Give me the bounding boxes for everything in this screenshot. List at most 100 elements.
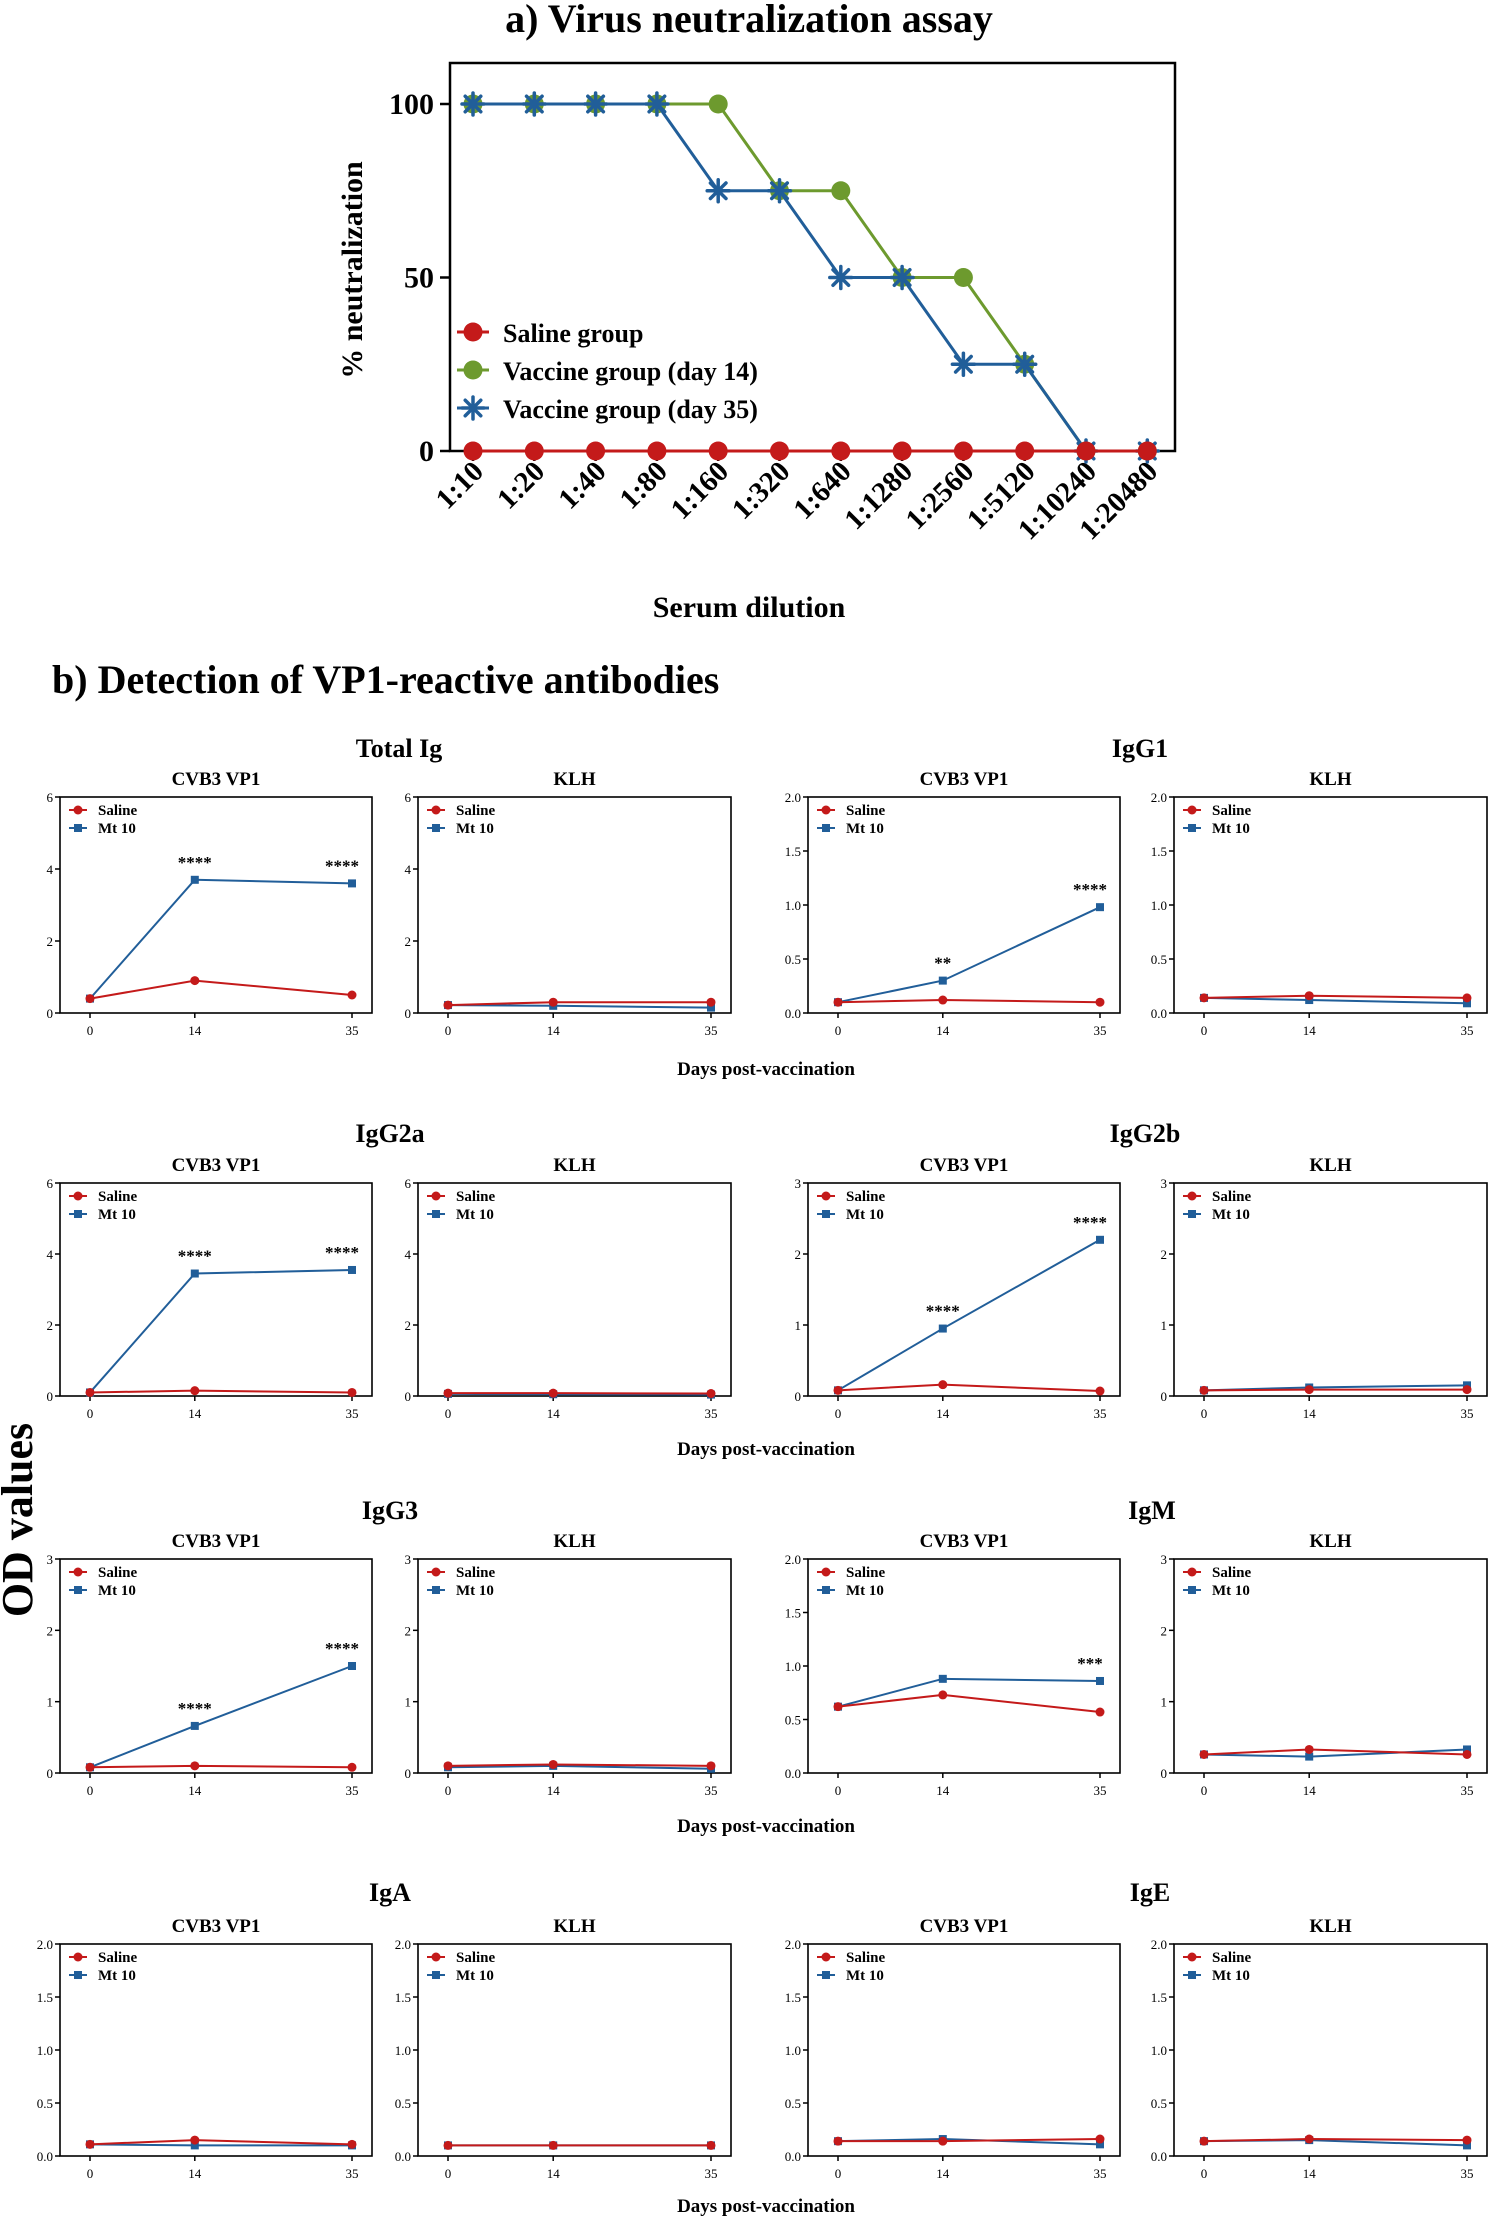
y-tick-label: 6 <box>405 1176 412 1191</box>
y-tick-label: 2.0 <box>1151 1937 1167 1952</box>
legend-marker <box>431 1567 441 1577</box>
data-point-saline <box>443 1388 453 1398</box>
x-tick-label: 1:1280 <box>838 455 919 536</box>
y-tick-label: 0.0 <box>1151 2149 1167 2164</box>
group-label-igm: IgM <box>1128 1496 1176 1525</box>
legend-label: Mt 10 <box>1212 1207 1250 1223</box>
legend-marker <box>74 1210 82 1218</box>
x-tick-label: 35 <box>705 2166 718 2181</box>
legend-label: Mt 10 <box>1212 1968 1250 1984</box>
legend-marker <box>1188 824 1196 832</box>
data-point-saline <box>347 1387 357 1397</box>
significance-label: **** <box>1073 1213 1107 1232</box>
data-point-saline <box>1462 1385 1472 1395</box>
data-point-saline <box>548 997 558 1007</box>
x-tick-label: 0 <box>835 1023 842 1038</box>
significance-label: **** <box>325 1243 359 1262</box>
x-tick-label: 14 <box>936 1023 950 1038</box>
data-point-saline <box>443 2140 453 2150</box>
y-tick-label: 0.0 <box>1151 1006 1167 1021</box>
plot-frame <box>448 61 1177 453</box>
data-point-saline <box>1462 1749 1472 1759</box>
x-tick-label: 14 <box>547 1783 561 1798</box>
y-tick-label: 0 <box>419 435 434 468</box>
significance-label: **** <box>178 1699 212 1718</box>
x-tick-label: 14 <box>547 1406 561 1421</box>
subplot-igg3-klh: KLH 0 1 2 3 0 14 35 Saline Mt 10 <box>405 1531 732 1798</box>
data-point-saline <box>548 2140 558 2150</box>
subplot-igg2a-klh: KLH 0 2 4 6 0 14 35 Saline Mt 10 <box>405 1155 732 1421</box>
panel-a-ylabel: % neutralization <box>336 161 369 379</box>
x-tick-label: 35 <box>1094 2166 1107 2181</box>
data-point-asterisk <box>460 91 486 117</box>
y-tick-label: 0 <box>47 1766 54 1781</box>
subplot-igg2b-klh: KLH 0 1 2 3 0 14 35 Saline Mt 10 <box>1161 1155 1488 1421</box>
legend-marker <box>822 1210 830 1218</box>
legend-marker <box>74 1586 82 1594</box>
y-tick-label: 0.5 <box>395 2096 411 2111</box>
data-point-saline <box>938 995 948 1005</box>
x-tick-label: 35 <box>1461 1023 1474 1038</box>
legend-label: Saline <box>1212 1565 1252 1581</box>
data-point-saline <box>831 441 851 461</box>
data-point-mt10 <box>190 1721 199 1730</box>
series-line-saline <box>89 979 353 1000</box>
legend-marker <box>432 824 440 832</box>
data-point-asterisk <box>705 178 731 204</box>
series-line-mt-10 <box>89 2143 352 2147</box>
data-point-saline <box>953 441 973 461</box>
legend-label: Mt 10 <box>846 1583 884 1599</box>
subplot-title: CVB3 VP1 <box>920 1531 1009 1552</box>
legend-marker <box>822 1971 830 1979</box>
data-point-asterisk <box>950 351 977 377</box>
data-point-saline <box>1462 993 1472 1003</box>
asterisk-stroke <box>831 267 851 288</box>
data-point-asterisk <box>521 91 548 117</box>
x-tick-label: 0 <box>1201 1783 1208 1798</box>
y-tick-label: 6 <box>47 1176 54 1191</box>
data-point-saline <box>647 441 667 461</box>
data-point-saline <box>1095 1707 1105 1717</box>
subplot-title: KLH <box>553 1155 595 1176</box>
legend-label: Mt 10 <box>98 1583 136 1599</box>
legend-label: Saline <box>98 1189 138 1205</box>
legend-label: Saline <box>456 1189 496 1205</box>
legend-label: Vaccine group (day 14) <box>503 357 758 386</box>
data-point-mt10 <box>938 1674 947 1683</box>
data-point-saline <box>548 1388 558 1398</box>
y-tick-label: 1.0 <box>1151 898 1167 913</box>
y-tick-label: 2 <box>1161 1247 1168 1262</box>
x-tick-label: 35 <box>346 1023 359 1038</box>
series-line-saline <box>837 1693 1101 1714</box>
legend-marker <box>821 1191 831 1201</box>
subplot-frame <box>59 796 373 1014</box>
panel-a-xlabel: Serum dilution <box>653 591 846 624</box>
subplot-frame <box>59 1182 373 1397</box>
y-tick-label: 4 <box>405 1247 412 1262</box>
legend-label: Mt 10 <box>98 1207 136 1223</box>
x-tick-label: 35 <box>1094 1783 1107 1798</box>
y-tick-label: 1.5 <box>1151 844 1167 859</box>
data-point-mt10 <box>348 1265 356 1274</box>
data-point-saline <box>833 2136 843 2146</box>
group-label-ige: IgE <box>1130 1878 1170 1907</box>
legend-marker <box>74 1971 82 1979</box>
y-tick-label: 4 <box>405 862 412 877</box>
data-point-mt10 <box>1463 2141 1471 2150</box>
x-tick-label: 1:2560 <box>900 455 981 536</box>
y-tick-label: 2.0 <box>785 1552 801 1567</box>
x-tick-label: 0 <box>1201 2166 1208 2181</box>
data-point-mt10 <box>1463 999 1471 1008</box>
series-line-mt-10 <box>837 906 1101 1004</box>
asterisk-stroke <box>769 181 790 201</box>
legend-marker <box>431 1191 441 1201</box>
legend-label: Mt 10 <box>846 1207 884 1223</box>
data-point-saline <box>833 1702 843 1712</box>
subplot-title: KLH <box>553 1531 595 1552</box>
data-point-mt10 <box>190 1269 199 1278</box>
legend-label: Mt 10 <box>456 1968 494 1984</box>
subplot-title: CVB3 VP1 <box>920 1916 1009 1937</box>
data-point-saline <box>85 1762 95 1772</box>
y-tick-label: 6 <box>405 790 412 805</box>
x-tick-label: 0 <box>445 1023 452 1038</box>
